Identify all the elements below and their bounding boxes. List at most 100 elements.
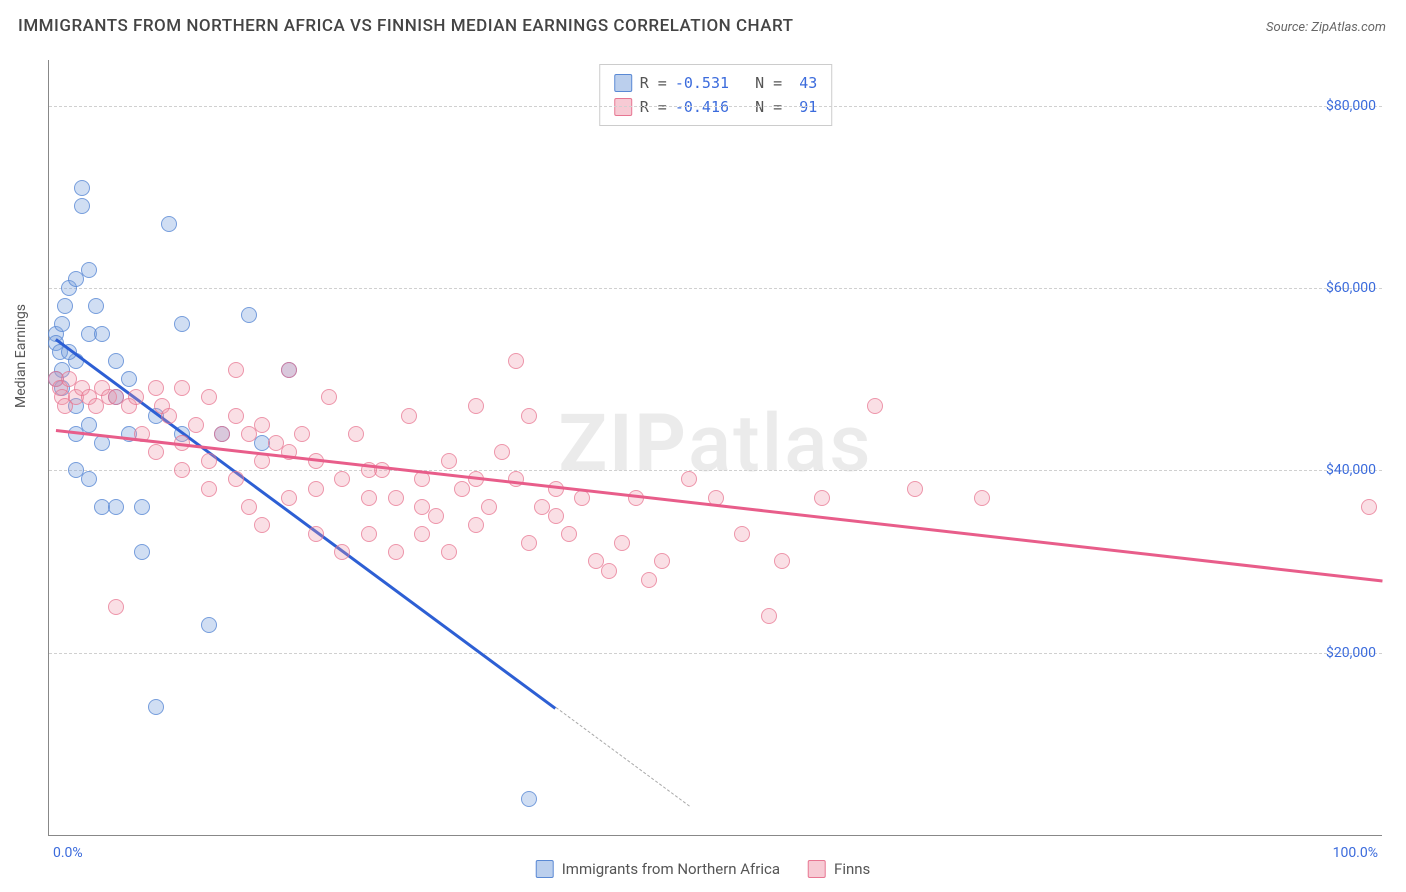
scatter-point xyxy=(241,499,257,515)
scatter-point xyxy=(734,526,750,542)
scatter-point xyxy=(81,262,97,278)
scatter-point xyxy=(361,490,377,506)
scatter-point xyxy=(228,471,244,487)
scatter-point xyxy=(161,216,177,232)
scatter-point xyxy=(414,499,430,515)
scatter-point xyxy=(148,699,164,715)
scatter-point xyxy=(494,444,510,460)
scatter-point xyxy=(128,389,144,405)
scatter-point xyxy=(521,408,537,424)
stats-row: R = -0.416 N = 91 xyxy=(614,95,818,119)
scatter-point xyxy=(281,490,297,506)
scatter-point xyxy=(468,398,484,414)
scatter-point xyxy=(441,453,457,469)
chart-title: IMMIGRANTS FROM NORTHERN AFRICA VS FINNI… xyxy=(18,16,794,36)
scatter-point xyxy=(161,408,177,424)
scatter-point xyxy=(254,417,270,433)
legend-label: Immigrants from Northern Africa xyxy=(562,860,780,878)
r-value: -0.531 xyxy=(675,71,729,95)
scatter-point xyxy=(614,535,630,551)
scatter-point xyxy=(74,180,90,196)
scatter-point xyxy=(388,490,404,506)
scatter-point xyxy=(174,462,190,478)
scatter-point xyxy=(428,508,444,524)
legend-swatch xyxy=(614,98,632,116)
scatter-point xyxy=(74,198,90,214)
r-label: R = xyxy=(640,71,667,95)
legend-label: Finns xyxy=(834,860,870,878)
scatter-point xyxy=(401,408,417,424)
source-attribution: Source: ZipAtlas.com xyxy=(1266,20,1386,35)
scatter-point xyxy=(574,490,590,506)
legend-swatch xyxy=(808,860,826,878)
scatter-point xyxy=(81,471,97,487)
scatter-point xyxy=(188,417,204,433)
n-label: N = xyxy=(737,71,782,95)
watermark: ZIPatlas xyxy=(559,396,873,490)
scatter-point xyxy=(654,553,670,569)
scatter-point xyxy=(88,298,104,314)
scatter-point xyxy=(508,353,524,369)
scatter-point xyxy=(321,389,337,405)
y-axis-label: Median Earnings xyxy=(13,303,29,407)
scatter-point xyxy=(214,426,230,442)
x-tick-label: 100.0% xyxy=(1333,845,1378,861)
scatter-point xyxy=(201,481,217,497)
scatter-point xyxy=(148,380,164,396)
gridline xyxy=(49,106,1382,107)
y-tick-label: $20,000 xyxy=(1326,645,1376,661)
scatter-point xyxy=(974,490,990,506)
scatter-point xyxy=(108,599,124,615)
scatter-point xyxy=(201,389,217,405)
scatter-point xyxy=(1361,499,1377,515)
scatter-point xyxy=(308,526,324,542)
scatter-point xyxy=(814,490,830,506)
scatter-point xyxy=(281,362,297,378)
legend-swatch xyxy=(614,74,632,92)
n-label: N = xyxy=(737,95,782,119)
stats-row: R = -0.531 N = 43 xyxy=(614,71,818,95)
y-tick-label: $60,000 xyxy=(1326,280,1376,296)
legend-swatch xyxy=(536,860,554,878)
n-value: 91 xyxy=(790,95,817,119)
scatter-point xyxy=(148,444,164,460)
y-tick-label: $40,000 xyxy=(1326,462,1376,478)
scatter-point xyxy=(174,316,190,332)
scatter-point xyxy=(57,298,73,314)
y-tick-label: $80,000 xyxy=(1326,98,1376,114)
legend-item: Immigrants from Northern Africa xyxy=(536,860,780,878)
scatter-point xyxy=(228,408,244,424)
scatter-point xyxy=(308,481,324,497)
scatter-point xyxy=(867,398,883,414)
scatter-point xyxy=(348,426,364,442)
scatter-point xyxy=(241,307,257,323)
scatter-point xyxy=(174,380,190,396)
x-tick-label: 0.0% xyxy=(53,845,83,861)
scatter-point xyxy=(601,563,617,579)
scatter-point xyxy=(521,535,537,551)
plot-area: Median Earnings ZIPatlas R = -0.531 N = … xyxy=(48,60,1382,836)
scatter-point xyxy=(388,544,404,560)
correlation-stats-box: R = -0.531 N = 43R = -0.416 N = 91 xyxy=(599,64,833,126)
scatter-point xyxy=(108,353,124,369)
n-value: 43 xyxy=(790,71,817,95)
gridline xyxy=(49,470,1382,471)
r-value: -0.416 xyxy=(675,95,729,119)
gridline xyxy=(49,653,1382,654)
scatter-point xyxy=(508,471,524,487)
legend-item: Finns xyxy=(808,860,870,878)
scatter-point xyxy=(201,617,217,633)
scatter-point xyxy=(334,471,350,487)
scatter-point xyxy=(134,544,150,560)
scatter-point xyxy=(681,471,697,487)
scatter-point xyxy=(54,316,70,332)
scatter-point xyxy=(414,526,430,542)
scatter-point xyxy=(441,544,457,560)
scatter-point xyxy=(561,526,577,542)
scatter-point xyxy=(521,791,537,807)
scatter-point xyxy=(468,517,484,533)
scatter-point xyxy=(907,481,923,497)
scatter-point xyxy=(481,499,497,515)
scatter-point xyxy=(414,471,430,487)
scatter-point xyxy=(134,499,150,515)
